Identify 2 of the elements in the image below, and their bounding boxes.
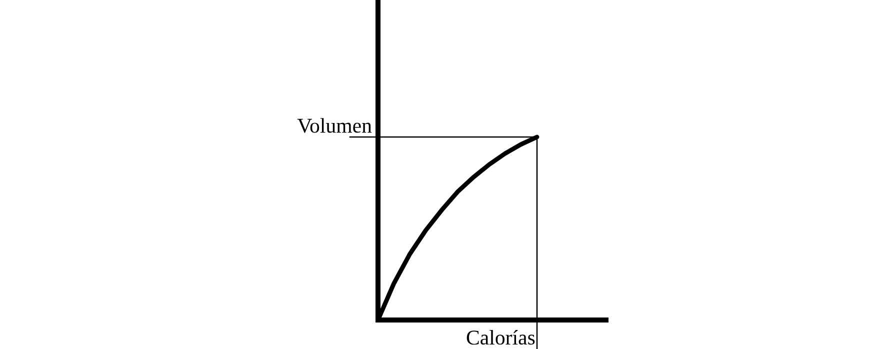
x-axis-title: Calorías (466, 330, 535, 345)
y-axis-title: Volumen (297, 118, 372, 133)
